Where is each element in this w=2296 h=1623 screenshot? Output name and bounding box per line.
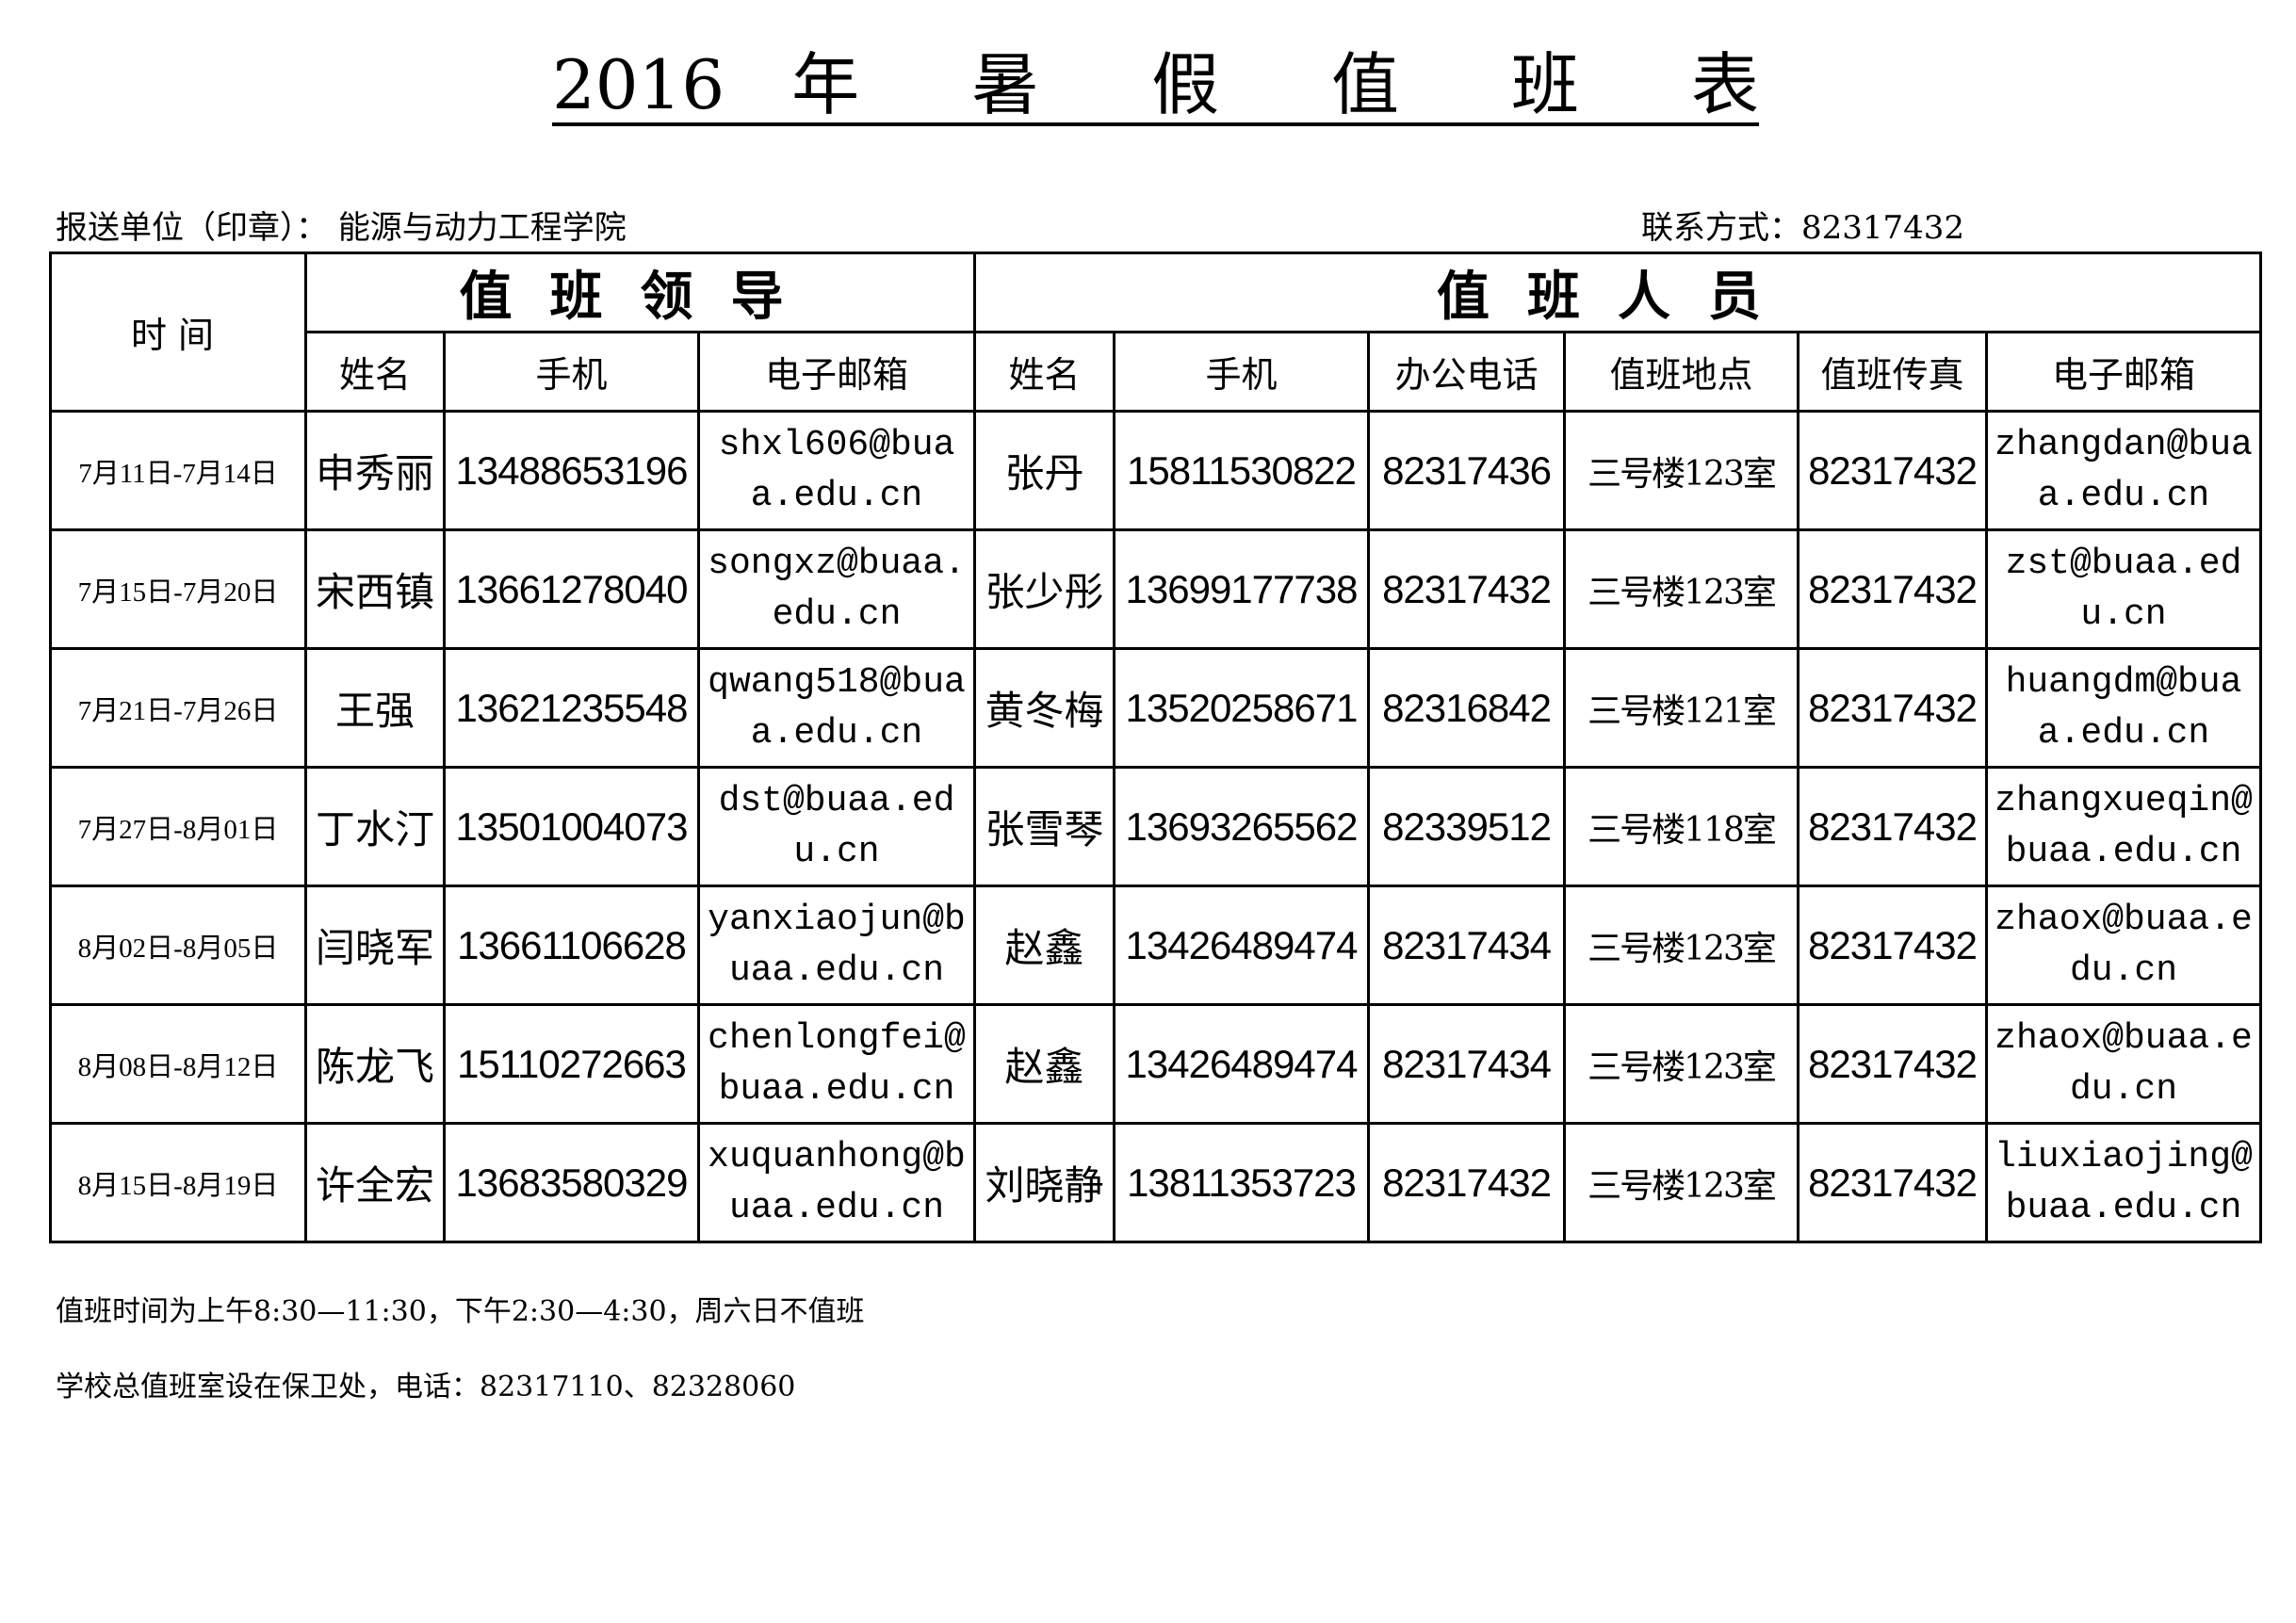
leader-email-cell: yanxiaojun@buaa.edu.cn (697, 885, 976, 1006)
leader-name-cell: 闫晓军 (304, 885, 446, 1006)
office-phone-cell: 82317434 (1367, 885, 1566, 1006)
leader-email-cell: qwang518@buaa.edu.cn (697, 647, 976, 769)
leader-name-cell: 许全宏 (304, 1122, 446, 1243)
staff-name-cell: 刘晓静 (973, 1122, 1115, 1243)
leader-group-header: 值班领导 (304, 252, 976, 333)
date-range-cell: 8月15日-8月19日 (49, 1122, 307, 1243)
staff-mobile-cell: 13520258671 (1113, 647, 1370, 769)
staff-mobile-cell: 13426489474 (1113, 1003, 1370, 1125)
leader-email-cell: xuquanhong@buaa.edu.cn (697, 1122, 976, 1243)
duty-table: 时间 值班领导 值班人员 姓名 手机 电子邮箱 姓名 手机 办公电话 值班地点 值班传真 电子邮… (49, 252, 2262, 1243)
staff-name-cell: 张少彤 (973, 528, 1115, 650)
contact-info: 联系方式：82317432 (1641, 209, 1965, 247)
leader-name-cell: 陈龙飞 (304, 1003, 446, 1125)
leader-name-cell: 王强 (304, 647, 446, 769)
staff-name-cell: 赵鑫 (973, 885, 1115, 1006)
leader-email-cell: chenlongfei@buaa.edu.cn (697, 1003, 976, 1125)
staff-mobile-cell: 13693265562 (1113, 766, 1370, 887)
leader-mobile-cell: 13683580329 (443, 1122, 700, 1243)
staff-mobile-cell: 13699177738 (1113, 528, 1370, 650)
staff-name-cell: 张雪琴 (973, 766, 1115, 887)
leader-email-cell: dst@buaa.edu.cn (697, 766, 976, 887)
school-duty-note: 学校总值班室设在保卫处，电话：82317110、82328060 (56, 1371, 796, 1404)
leader-mobile-cell: 13661278040 (443, 528, 700, 650)
duty-hours-note: 值班时间为上午8:30—11:30，下午2:30—4:30，周六日不值班 (56, 1295, 865, 1328)
leader-name-cell: 宋西镇 (304, 528, 446, 650)
duty-fax-cell: 82317432 (1797, 528, 1988, 650)
duty-fax-cell: 82317432 (1797, 647, 1988, 769)
duty-location-cell: 三号楼123室 (1563, 528, 1799, 650)
office-phone-cell: 82317432 (1367, 528, 1566, 650)
leader-name-header: 姓名 (304, 331, 446, 413)
staff-email-cell: zst@buaa.edu.cn (1985, 528, 2262, 650)
office-phone-cell: 82317434 (1367, 1003, 1566, 1125)
page-title: 2016 年 暑 假 值 班 表 (552, 45, 1759, 126)
table-row: 8月02日-8月05日 闫晓军 13661106628 yanxiaojun@buaa… (49, 885, 2262, 1006)
leader-name-cell: 丁水汀 (304, 766, 446, 887)
staff-mobile-cell: 15811530822 (1113, 410, 1370, 531)
staff-email-cell: zhaox@buaa.edu.cn (1985, 885, 2262, 1006)
office-phone-cell: 82316842 (1367, 647, 1566, 769)
leader-mobile-cell: 13621235548 (443, 647, 700, 769)
duty-location-cell: 三号楼123室 (1563, 410, 1799, 531)
duty-fax-header: 值班传真 (1797, 331, 1988, 413)
leader-mobile-cell: 13488653196 (443, 410, 700, 531)
date-range-cell: 7月21日-7月26日 (49, 647, 307, 769)
duty-location-cell: 三号楼123室 (1563, 1003, 1799, 1125)
duty-fax-cell: 82317432 (1797, 1122, 1988, 1243)
date-range-cell: 7月11日-7月14日 (49, 410, 307, 531)
time-header: 时间 (49, 252, 307, 413)
staff-email-cell: zhangxueqin@buaa.edu.cn (1985, 766, 2262, 887)
unit-label-text: 报送单位（印章）： (56, 209, 328, 247)
date-range-cell: 7月27日-8月01日 (49, 766, 307, 887)
staff-email-cell: zhangdan@buaa.edu.cn (1985, 410, 2262, 531)
staff-name-header: 姓名 (973, 331, 1115, 413)
duty-location-header: 值班地点 (1563, 331, 1799, 413)
date-range-cell: 8月02日-8月05日 (49, 885, 307, 1006)
staff-mobile-cell: 13811353723 (1113, 1122, 1370, 1243)
duty-location-cell: 三号楼123室 (1563, 885, 1799, 1006)
leader-name-cell: 申秀丽 (304, 410, 446, 531)
leader-mobile-cell: 15110272663 (443, 1003, 700, 1125)
staff-email-cell: huangdm@buaa.edu.cn (1985, 647, 2262, 769)
unit-name: 能源与动力工程学院 (337, 209, 627, 247)
staff-email-header: 电子邮箱 (1985, 331, 2262, 413)
unit-label: 报送单位（印章）： 能源与动力工程学院 (56, 207, 627, 249)
table-row: 8月08日-8月12日 陈龙飞 15110272663 chenlongfei@bua… (49, 1003, 2262, 1125)
staff-email-cell: liuxiaojing@buaa.edu.cn (1985, 1122, 2262, 1243)
leader-email-header: 电子邮箱 (697, 331, 976, 413)
staff-mobile-header: 手机 (1113, 331, 1370, 413)
duty-fax-cell: 82317432 (1797, 766, 1988, 887)
office-phone-cell: 82317436 (1367, 410, 1566, 531)
table-row: 7月21日-7月26日 王强 13621235548 qwang518@buaa.ed… (49, 647, 2262, 769)
leader-mobile-header: 手机 (443, 331, 700, 413)
staff-email-cell: zhaox@buaa.edu.cn (1985, 1003, 2262, 1125)
leader-mobile-cell: 13661106628 (443, 885, 700, 1006)
date-range-cell: 8月08日-8月12日 (49, 1003, 307, 1125)
office-phone-cell: 82339512 (1367, 766, 1566, 887)
table-row: 7月11日-7月14日 申秀丽 13488653196 shxl606@buaa.ed… (49, 410, 2262, 531)
duty-location-cell: 三号楼123室 (1563, 1122, 1799, 1243)
staff-mobile-cell: 13426489474 (1113, 885, 1370, 1006)
duty-location-cell: 三号楼121室 (1563, 647, 1799, 769)
duty-fax-cell: 82317432 (1797, 885, 1988, 1006)
office-phone-cell: 82317432 (1367, 1122, 1566, 1243)
staff-name-cell: 赵鑫 (973, 1003, 1115, 1125)
duty-fax-cell: 82317432 (1797, 410, 1988, 531)
office-phone-header: 办公电话 (1367, 331, 1566, 413)
table-row: 8月15日-8月19日 许全宏 13683580329 xuquanhong@buaa… (49, 1122, 2262, 1243)
duty-location-cell: 三号楼118室 (1563, 766, 1799, 887)
leader-email-cell: shxl606@buaa.edu.cn (697, 410, 976, 531)
duty-fax-cell: 82317432 (1797, 1003, 1988, 1125)
date-range-cell: 7月15日-7月20日 (49, 528, 307, 650)
staff-name-cell: 黄冬梅 (973, 647, 1115, 769)
table-row: 7月27日-8月01日 丁水汀 13501004073 dst@buaa.edu.cn… (49, 766, 2262, 887)
staff-group-header: 值班人员 (973, 252, 2262, 333)
leader-mobile-cell: 13501004073 (443, 766, 700, 887)
table-row: 7月15日-7月20日 宋西镇 13661278040 songxz@buaa.edu… (49, 528, 2262, 650)
leader-email-cell: songxz@buaa.edu.cn (697, 528, 976, 650)
staff-name-cell: 张丹 (973, 410, 1115, 531)
